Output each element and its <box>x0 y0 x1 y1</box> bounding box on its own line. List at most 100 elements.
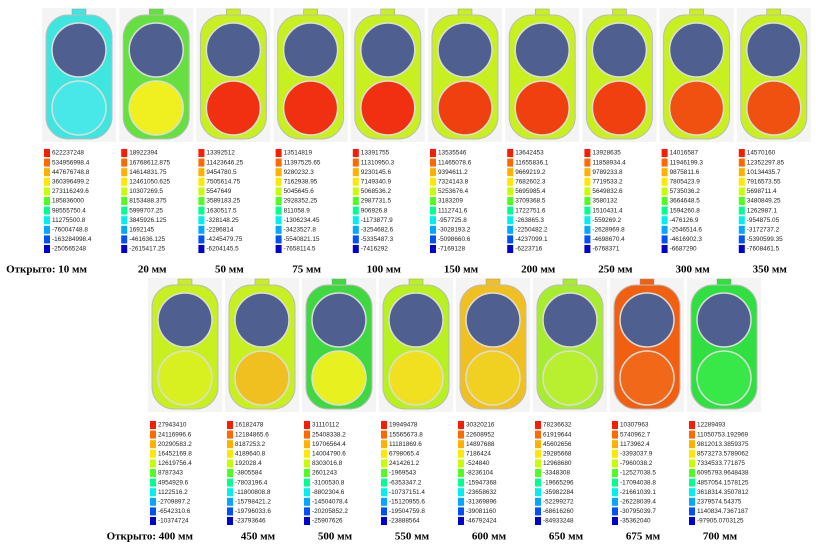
legend-swatch <box>535 488 541 497</box>
legend-swatch <box>584 168 591 177</box>
legend-value: 11423646.25 <box>206 159 243 166</box>
legend-value: 14004790.6 <box>312 450 346 457</box>
lower-zone <box>619 350 675 406</box>
legend-swatch <box>121 216 128 225</box>
legend-swatch <box>507 149 514 157</box>
legend-swatch <box>661 245 668 253</box>
legend-value: -6768371 <box>592 246 619 253</box>
legend-value: -5098660.6 <box>438 236 471 243</box>
panel: 31110112 25408338.2 19706564.4 14004790.6 83… <box>302 278 376 543</box>
caption: 75 мм <box>292 264 321 276</box>
legend-value: -3348308 <box>543 470 570 477</box>
legend-value: 360396499.2 <box>52 178 90 185</box>
legend-swatch <box>689 421 695 429</box>
legend-value: 7805423.9 <box>670 178 701 185</box>
lower-zone <box>205 80 262 136</box>
legend-value: 534956998.4 <box>52 159 90 166</box>
upper-hole <box>465 292 521 348</box>
legend-swatch <box>121 177 128 186</box>
legend-swatch <box>689 449 695 458</box>
legend-swatch <box>612 488 618 497</box>
legend-value: 19949478 <box>389 422 418 429</box>
legend-value: 19706564.4 <box>312 441 346 448</box>
legend-value: -163284998.4 <box>52 236 92 243</box>
legend-value: 11858934.4 <box>592 159 626 166</box>
legend-value: 192028.4 <box>235 460 262 467</box>
legend-value: 16182478 <box>235 422 264 429</box>
legend-value: 78236632 <box>543 422 572 429</box>
legend-value: -6204145.5 <box>206 246 239 253</box>
legend-value: 273116249.6 <box>52 188 89 195</box>
legend-value: 3618314.3507812 <box>697 489 749 496</box>
legend-value: -3100530.8 <box>312 479 345 486</box>
caption: Открыто: 10 мм <box>6 264 87 276</box>
legend-value: 11465078.6 <box>438 159 472 166</box>
legend-swatch <box>304 517 310 525</box>
legend-value: 31110112 <box>312 422 339 429</box>
legend-value: 3183209 <box>438 198 463 205</box>
legend-swatch <box>121 158 128 167</box>
legend-value: 7334533.771875 <box>697 460 745 467</box>
legend-value: 22608952 <box>466 431 495 438</box>
upper-hole <box>51 22 107 78</box>
legend-value: -328148.25 <box>206 217 239 224</box>
legend-value: 3580132 <box>592 198 617 205</box>
legend-value: -20205852.2 <box>312 508 348 515</box>
lower-zone <box>668 80 725 136</box>
legend-swatch <box>304 488 310 497</box>
legend-value: 9812013.3859375 <box>697 441 749 448</box>
legend-swatch <box>227 449 233 458</box>
legend-value: -8236104 <box>466 470 493 477</box>
legend-swatch <box>661 168 668 177</box>
legend-value: -5390599.35 <box>747 236 783 243</box>
legend-swatch <box>198 168 205 177</box>
legend-value: 8573273.5789062 <box>697 450 749 457</box>
panel: 13392512 11423646.25 9454780.5 7505614.75 55… <box>196 8 271 276</box>
legend-swatch <box>44 216 50 225</box>
legend-swatch <box>304 497 310 506</box>
legend-value: 7324143.8 <box>438 178 469 185</box>
legend-swatch <box>198 197 205 205</box>
caption: Открыто: 400 мм <box>107 531 194 543</box>
caption: 600 мм <box>472 531 507 543</box>
legend-value: 811058.9 <box>284 207 311 214</box>
legend-swatch <box>352 225 359 234</box>
legend-value: -15947368 <box>466 479 497 486</box>
legend-swatch <box>612 478 618 487</box>
legend-swatch <box>430 158 436 167</box>
legend-value: 5045645.6 <box>284 188 315 195</box>
legend-swatch <box>430 149 436 157</box>
legend-swatch <box>458 430 464 439</box>
legend-swatch <box>535 421 541 429</box>
legend-swatch <box>150 517 156 525</box>
legend-value: 2928352.25 <box>284 198 318 205</box>
legend-swatch <box>121 168 128 177</box>
legend-value: 11181869.6 <box>389 441 422 448</box>
legend-swatch <box>352 245 359 253</box>
legend-value: -2709897.2 <box>158 498 191 505</box>
legend-swatch <box>661 187 668 196</box>
legend-swatch <box>227 469 233 477</box>
legend-swatch <box>661 235 668 244</box>
legend-value: 11946199.3 <box>670 159 704 166</box>
lower-zone <box>51 80 107 136</box>
caption: 450 мм <box>241 531 276 543</box>
legend-value: 5740962.7 <box>620 431 651 438</box>
upper-hole <box>311 292 367 348</box>
legend-swatch <box>227 478 233 487</box>
legend-value: -4237099.1 <box>515 236 548 243</box>
legend-value: -26228039.4 <box>620 498 656 505</box>
legend-swatch <box>275 177 282 186</box>
legend-swatch <box>612 440 618 449</box>
lower-zone <box>696 350 752 406</box>
legend-swatch <box>198 158 205 167</box>
legend-swatch <box>507 245 514 253</box>
caption: 150 мм <box>444 264 479 276</box>
legend-value: 11275500.8 <box>52 217 86 224</box>
lower-zone <box>360 80 416 136</box>
legend-value: -14504078.4 <box>312 498 348 505</box>
legend-value: -97905.0703125 <box>697 518 744 525</box>
legend-value: 185836000 <box>52 198 84 205</box>
panel: 14016587 11946199.3 9875811.6 7805423.9 5735… <box>659 8 734 276</box>
legend-value: 3709368.5 <box>515 198 546 205</box>
